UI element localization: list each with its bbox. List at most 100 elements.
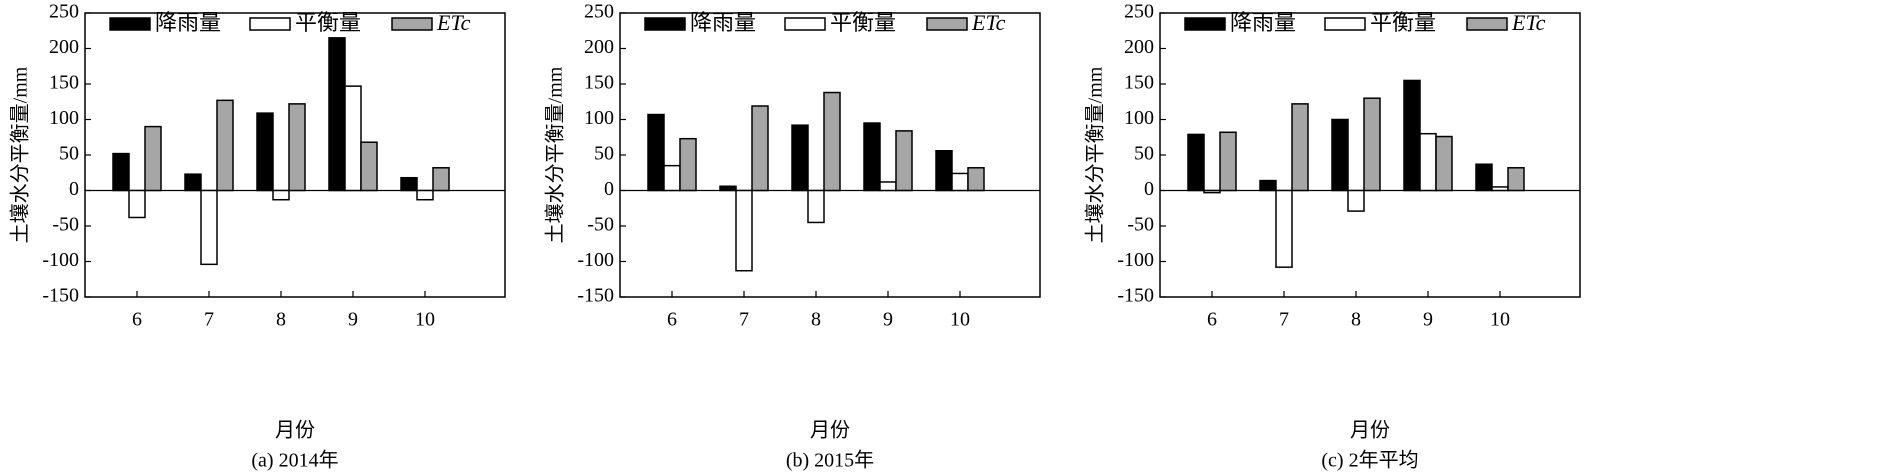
y-tick-label: 200 [584,36,614,58]
y-axis-title: 土壤水分平衡量/mm [1084,66,1107,243]
y-tick-label: 250 [1124,1,1154,23]
y-tick-label: 100 [49,107,79,129]
x-tick-label: 9 [348,309,358,331]
x-tick-label: 6 [132,309,142,331]
legend-label: 平衡量 [830,10,896,35]
y-tick-label: 0 [1144,178,1154,200]
legend-label: ETc [971,10,1006,35]
legend-swatch [644,17,686,31]
legend-swatch [249,17,291,31]
chart-panel: -150 -100 -50 0 50 100 150 200 250 6 7 8 9 10 降雨量 平衡量 ET… [1084,1,1581,472]
bar [895,130,913,192]
x-tick-label: 6 [1207,309,1217,331]
y-tick-label: 250 [584,1,614,23]
bar [1219,131,1237,192]
x-tick-label: 10 [950,309,970,331]
bar [679,137,697,192]
bar [272,189,290,201]
x-tick-label: 7 [204,309,214,331]
bar [1475,163,1493,192]
bar [967,167,985,192]
bar [647,113,665,192]
x-tick-label: 8 [1351,309,1361,331]
bar [1275,189,1293,268]
x-tick-label: 8 [276,309,286,331]
x-axis-title: 月份 [810,419,850,442]
y-tick-label: -50 [52,214,79,236]
x-tick-label: 8 [811,309,821,331]
bar [128,189,146,219]
bar [400,176,418,192]
caption: (b) 2015年 [786,449,874,472]
y-tick-label: 200 [1124,36,1154,58]
x-tick-label: 10 [1490,309,1510,331]
bar [1491,186,1509,192]
legend-label: 平衡量 [295,10,361,35]
y-axis-title: 土壤水分平衡量/mm [544,66,567,243]
y-tick-label: -100 [42,249,79,271]
y-tick-label: 150 [1124,72,1154,94]
y-tick-label: 100 [584,107,614,129]
bar [1507,167,1525,192]
bar [823,91,841,192]
y-tick-label: 50 [1134,143,1154,165]
bar [807,189,825,224]
bar [1435,135,1453,192]
x-tick-label: 9 [883,309,893,331]
bar [1419,132,1437,192]
bar [432,167,450,192]
x-tick-label: 6 [667,309,677,331]
legend-label: 降雨量 [155,10,221,35]
bar [416,189,434,201]
y-tick-label: 50 [59,143,79,165]
bar [879,181,897,192]
bar [1259,179,1277,192]
bar [360,141,378,192]
bar [1331,118,1349,192]
x-tick-label: 7 [1279,309,1289,331]
legend-swatch [109,17,151,31]
legend-swatch [1324,17,1366,31]
y-axis-title: 土壤水分平衡量/mm [9,66,32,243]
legend-label: 降雨量 [1230,10,1296,35]
caption: (c) 2年平均 [1321,449,1418,472]
y-tick-label: -50 [1127,214,1154,236]
bar [1291,103,1309,192]
y-tick-label: -150 [1117,285,1154,307]
legend-label: 降雨量 [690,10,756,35]
bar [751,105,769,192]
bar [112,152,130,192]
y-tick-label: 100 [1124,107,1154,129]
legend-label: ETc [436,10,471,35]
y-tick-label: 200 [49,36,79,58]
legend-swatch [391,17,433,31]
y-tick-label: 150 [584,72,614,94]
bar [1403,79,1421,192]
legend-swatch [1466,17,1508,31]
bar [344,85,362,192]
bar [288,103,306,192]
legend-swatch [926,17,968,31]
y-tick-label: -150 [577,285,614,307]
legend-swatch [1184,17,1226,31]
bar [1203,189,1221,194]
y-tick-label: -50 [587,214,614,236]
bar [216,99,234,192]
x-tick-label: 9 [1423,309,1433,331]
bar [256,112,274,192]
bar [144,125,162,192]
bar [663,164,681,192]
bar [200,189,218,266]
y-tick-label: 0 [69,178,79,200]
x-tick-label: 7 [739,309,749,331]
bar [1187,133,1205,192]
legend-label: 平衡量 [1370,10,1436,35]
bar [735,189,753,272]
y-tick-label: 250 [49,1,79,23]
bar [184,173,202,192]
bar [935,149,953,192]
x-tick-label: 10 [415,309,435,331]
chart-panel: -150 -100 -50 0 50 100 150 200 250 6 7 8 9 10 降雨量 平衡量 ET… [544,1,1041,472]
